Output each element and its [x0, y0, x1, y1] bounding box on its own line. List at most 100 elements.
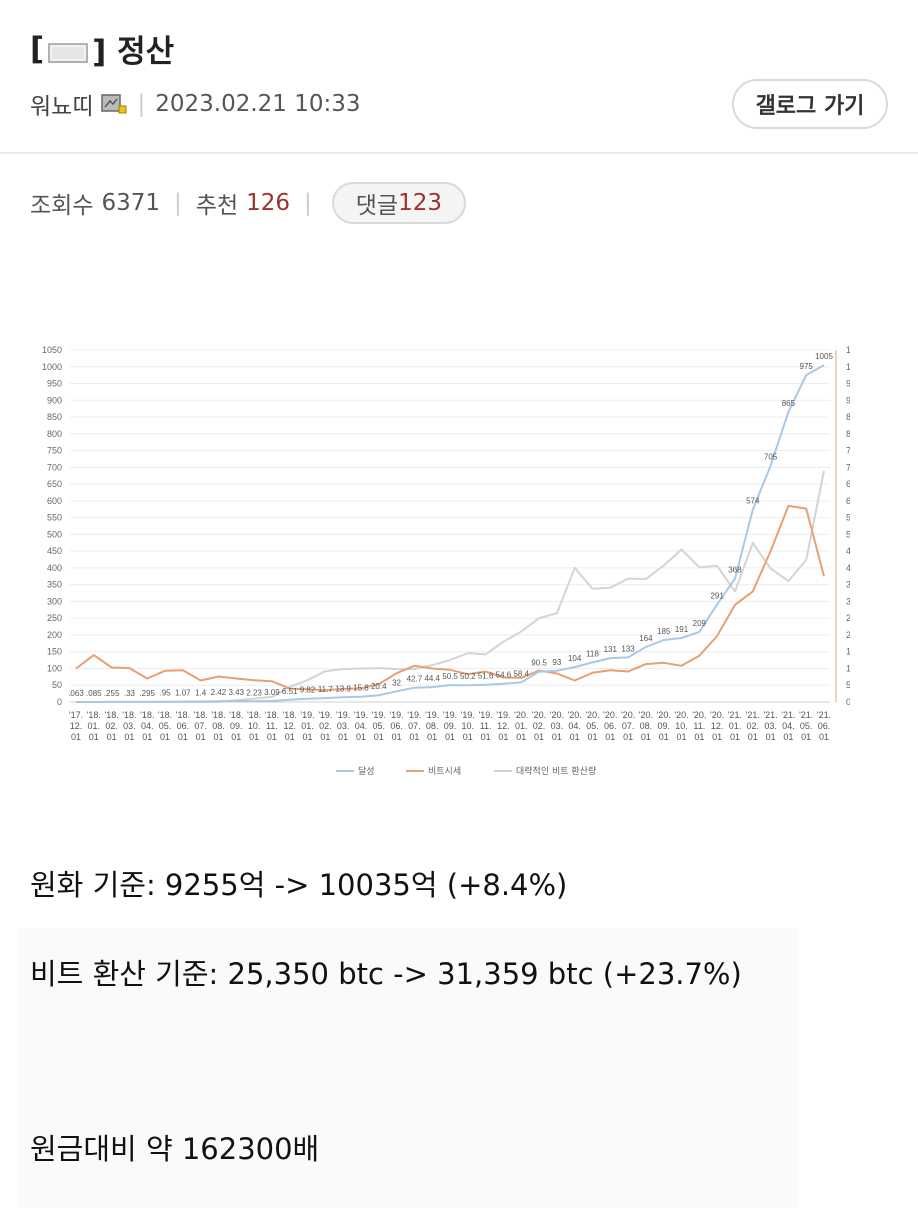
legend-item: 대략적인 비트 환산량 [516, 765, 596, 777]
y-right-tick-label: 25000 [846, 613, 850, 623]
x-tick-label: '21. 02. 01 [746, 710, 760, 742]
data-label: 13.9 [335, 684, 351, 693]
x-tick-label: '19. 07. 01 [407, 710, 421, 742]
y-right-tick-label: 0 [846, 697, 850, 707]
data-label: .085 [86, 689, 102, 698]
x-tick-label: '21. 04. 01 [781, 710, 795, 742]
y-right-tick-label: 35000 [846, 580, 850, 590]
comments-count: 123 [398, 190, 442, 216]
data-label: 2.23 [246, 688, 262, 697]
data-label: .063 [68, 689, 84, 698]
author-name[interactable]: 워뇨띠 [30, 94, 94, 120]
x-tick-label: '18. 06. 01 [176, 710, 190, 742]
y-left-tick-label: 800 [47, 429, 62, 439]
y-left-tick-label: 700 [47, 462, 62, 472]
data-label: 191 [675, 625, 689, 634]
x-tick-label: '20. 03. 01 [550, 710, 564, 742]
x-tick-label: '20. 11. 01 [692, 710, 706, 742]
x-tick-label: '21. 01. 01 [728, 710, 742, 742]
data-label: .295 [139, 689, 155, 698]
y-right-tick-label: 30000 [846, 596, 850, 606]
meta-separator: | [137, 91, 146, 117]
y-left-tick-label: 1000 [42, 362, 62, 372]
x-tick-label: '19. 12. 01 [496, 710, 510, 742]
post-meta: 워뇨띠 | 2023.02.21 10:33 [30, 88, 361, 120]
x-tick-label: '20. 06. 01 [603, 710, 617, 742]
y-right-tick-label: 40000 [846, 563, 850, 573]
data-label: 93 [552, 658, 561, 667]
data-label: 58.4 [513, 669, 529, 678]
data-label: 3.43 [228, 688, 244, 697]
x-tick-label: '18. 11. 01 [265, 710, 279, 742]
y-left-tick-label: 500 [47, 529, 62, 539]
x-tick-label: '19. 01. 01 [300, 710, 314, 742]
krw-basis-line: 원화 기준: 9255억 -> 10035억 (+8.4%) [30, 868, 568, 902]
y-left-tick-label: 450 [47, 546, 62, 556]
y-left-tick-label: 200 [47, 630, 62, 640]
y-left-tick-label: 250 [47, 613, 62, 623]
data-label: 50.5 [442, 672, 458, 681]
data-label: 705 [764, 453, 778, 462]
x-tick-label: '19. 09. 01 [443, 710, 457, 742]
x-tick-label: '18. 10. 01 [247, 710, 261, 742]
gallery-button[interactable]: 갤로그 가기 [732, 79, 888, 129]
y-left-tick-label: 850 [47, 412, 62, 422]
title-open-bracket: [ [30, 30, 45, 67]
x-tick-label: '20. 08. 01 [639, 710, 653, 742]
data-label: 1.4 [195, 689, 207, 698]
data-label: 291 [710, 591, 724, 600]
data-label: 185 [657, 627, 671, 636]
body-shade [18, 928, 798, 1208]
x-tick-label: '19. 10. 01 [461, 710, 475, 742]
y-right-tick-label: 60000 [846, 496, 850, 506]
recommend-label: 추천 [195, 193, 239, 219]
data-label: 118 [586, 649, 599, 658]
data-label: 50.2 [460, 672, 476, 681]
data-label: 865 [782, 399, 796, 408]
y-left-tick-label: 950 [47, 379, 62, 389]
data-label: 104 [568, 654, 582, 663]
y-right-tick-label: 45000 [846, 546, 850, 556]
title-text: ] 정산 [92, 34, 175, 70]
y-left-tick-label: 100 [47, 663, 62, 673]
data-label: 131 [604, 645, 618, 654]
series-line-1 [75, 504, 825, 692]
x-tick-label: '18. 05. 01 [158, 710, 172, 742]
data-label: 133 [621, 644, 635, 653]
data-label: 32 [392, 678, 401, 687]
data-label: 368 [728, 566, 742, 575]
data-label: 42.7 [407, 675, 423, 684]
data-label: 54.6 [496, 671, 512, 680]
y-right-tick-label: 65000 [846, 479, 850, 489]
header-divider [0, 152, 918, 154]
legend-item: 달성 [358, 765, 375, 777]
data-label: 15.8 [353, 684, 369, 693]
comments-button[interactable]: 댓글 123 [331, 182, 466, 224]
data-label: 6.51 [282, 687, 298, 696]
data-label: 90.5 [531, 659, 547, 668]
data-label: 1.07 [175, 689, 191, 698]
data-label: 164 [639, 634, 653, 643]
y-left-tick-label: 350 [47, 580, 62, 590]
x-tick-label: '20. 10. 01 [674, 710, 688, 742]
x-tick-label: '18. 08. 01 [211, 710, 225, 742]
data-label: 975 [800, 362, 814, 371]
user-level-icon [101, 93, 127, 115]
y-right-tick-label: 90000 [846, 395, 850, 405]
flag-icon [48, 37, 88, 63]
y-left-tick-label: 400 [47, 563, 62, 573]
x-tick-label: '20. 07. 01 [621, 710, 635, 742]
recommend-count: 126 [246, 190, 291, 216]
legend-item: 비트시세 [428, 766, 461, 777]
y-left-tick-label: 0 [57, 697, 62, 707]
x-tick-label: '18. 09. 01 [229, 710, 243, 742]
x-tick-label: '20. 09. 01 [657, 710, 671, 742]
x-tick-label: '21. 06. 01 [817, 710, 831, 742]
y-left-tick-label: 650 [47, 479, 62, 489]
y-right-tick-label: 70000 [846, 462, 850, 472]
x-tick-label: '18. 03. 01 [122, 710, 136, 742]
x-tick-label: '18. 04. 01 [140, 710, 154, 742]
btc-basis-line: 비트 환산 기준: 25,350 btc -> 31,359 btc (+23.… [30, 957, 742, 991]
y-right-tick-label: 15000 [846, 647, 850, 657]
x-tick-label: '20. 05. 01 [585, 710, 599, 742]
